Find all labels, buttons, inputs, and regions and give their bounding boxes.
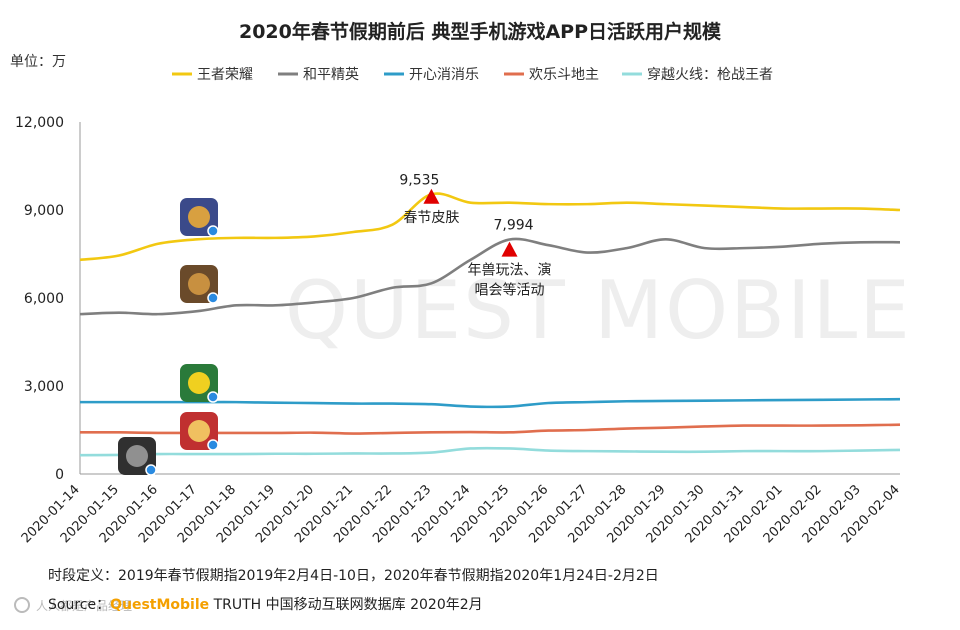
y-tick-label: 9,000 (24, 203, 64, 219)
legend-label: 和平精英 (303, 66, 359, 83)
series-line-3 (80, 397, 901, 409)
y-tick-label: 3,000 (24, 379, 64, 395)
happy-landlord-icon-emblem (188, 420, 210, 442)
crossfire-icon-emblem (126, 445, 148, 467)
legend-label: 王者荣耀 (197, 67, 253, 83)
event-marker (423, 188, 440, 204)
app-icons (118, 198, 219, 476)
honor-of-kings-icon-badge (207, 225, 219, 237)
legend-label: 开心消消乐 (409, 67, 479, 83)
corner-logo: 人人都是产品经理 (14, 597, 132, 613)
source-rest: TRUTH 中国移动互联网数据库 2020年2月 (209, 597, 483, 613)
x-axis: 2020-01-142020-01-152020-01-162020-01-17… (19, 473, 903, 546)
honor-of-kings-icon-emblem (188, 206, 210, 228)
source-label: Source： (48, 597, 111, 613)
series-line-1 (79, 192, 901, 262)
game-for-peace-icon (180, 265, 219, 304)
watermark: QUEST MOBILE (285, 264, 912, 357)
event-marker (501, 241, 518, 257)
crossfire-icon (118, 437, 157, 476)
peak-value-label: 9,535 (399, 172, 439, 188)
corner-logo-text: 人人都是产品经理 (36, 599, 132, 613)
source-note: Source：QuestMobile TRUTH 中国移动互联网数据库 2020… (48, 594, 483, 614)
period-note: 时段定义：2019年春节假期指2019年2月4日-10日，2020年春节假期指2… (48, 568, 659, 584)
peak-value-label: 7,994 (493, 218, 533, 234)
event-label: 年兽玩法、演 (468, 263, 552, 279)
legend: 王者荣耀 和平精英 开心消消乐 欢乐斗地主 穿越火线：枪战王者 (172, 66, 773, 83)
event-label: 春节皮肤 (403, 210, 459, 226)
series-line-2 (79, 237, 901, 316)
legend-label: 穿越火线：枪战王者 (647, 66, 773, 83)
happy-elimination-icon-emblem (188, 372, 210, 394)
happy-elimination-icon-badge (207, 391, 219, 403)
source-brand: QuestMobile (110, 597, 210, 613)
happy-landlord-icon (180, 412, 219, 451)
crossfire-icon-badge (145, 464, 157, 476)
game-for-peace-icon-badge (207, 292, 219, 304)
series-line-5 (79, 446, 901, 457)
y-tick-label: 0 (55, 467, 64, 483)
chart-title: 2020年春节假期前后 典型手机游戏APP日活跃用户规模 (239, 20, 722, 43)
unit-label: 单位：万 (10, 54, 66, 70)
legend-label: 欢乐斗地主 (529, 67, 599, 83)
game-for-peace-icon-emblem (188, 273, 210, 295)
honor-of-kings-icon (180, 198, 219, 237)
y-tick-label: 12,000 (15, 115, 64, 131)
y-tick-label: 6,000 (24, 291, 64, 307)
happy-elimination-icon (180, 364, 219, 403)
event-label: 唱会等活动 (475, 282, 545, 299)
series-group (79, 192, 901, 457)
y-axis: 0 3,000 6,000 9,000 12,000 (15, 115, 81, 483)
happy-landlord-icon-badge (207, 439, 219, 451)
